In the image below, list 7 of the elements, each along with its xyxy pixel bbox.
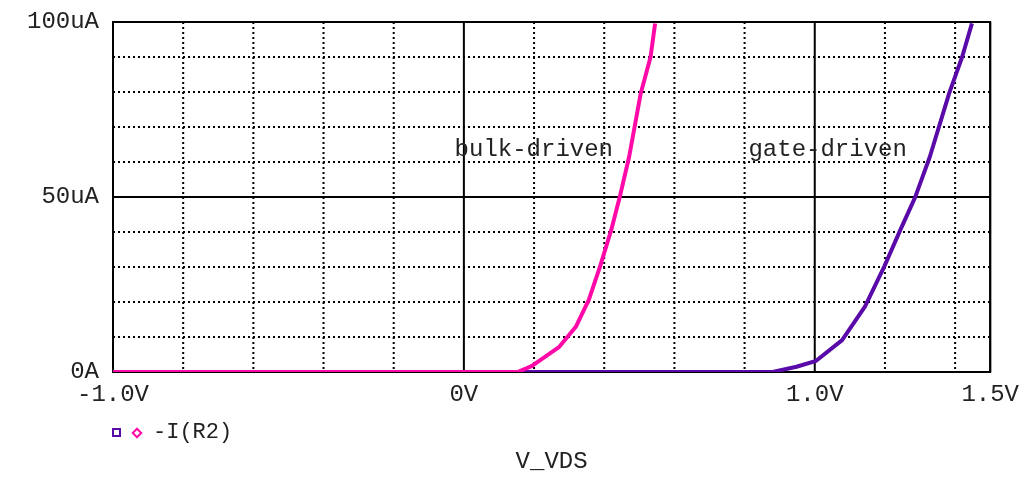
x-tick-label: 1.5V xyxy=(961,380,1020,408)
y-tick-label: 100uA xyxy=(26,8,100,36)
x-axis-title: V_VDS xyxy=(515,447,588,475)
x-tick-label: 1.0V xyxy=(785,380,845,408)
y-tick-label: 50uA xyxy=(41,183,100,211)
x-tick-label: 0V xyxy=(449,380,479,408)
legend-label: -I(R2) xyxy=(153,420,233,445)
